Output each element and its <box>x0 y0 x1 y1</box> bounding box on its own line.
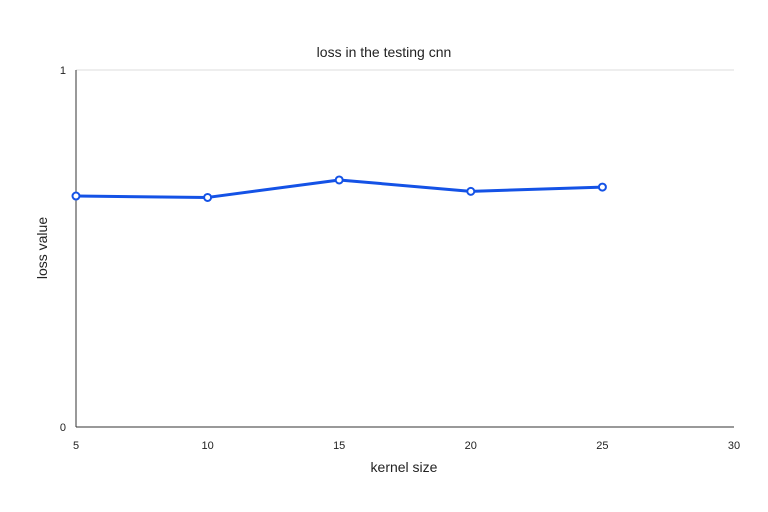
data-point <box>597 182 607 192</box>
x-tick-label: 5 <box>73 440 79 452</box>
series-layer <box>71 175 607 202</box>
axis-layer <box>75 70 734 428</box>
y-tick-label: 1 <box>60 65 66 77</box>
data-point <box>466 186 476 196</box>
x-tick-label: 10 <box>201 440 213 452</box>
chart-title: loss in the testing cnn <box>317 44 452 60</box>
x-tick-label: 15 <box>333 440 345 452</box>
y-tick-label: 0 <box>60 422 66 434</box>
x-tick-label: 20 <box>465 440 477 452</box>
y-axis-title: loss value <box>34 217 50 279</box>
x-tick-label: 25 <box>596 440 608 452</box>
x-axis-title: kernel size <box>371 459 438 475</box>
data-point <box>71 191 81 201</box>
data-point <box>203 192 213 202</box>
x-tick-label: 30 <box>728 440 740 452</box>
tick-layer: 5 10 15 20 25 30 0 1 <box>60 65 740 452</box>
data-point <box>334 175 344 185</box>
